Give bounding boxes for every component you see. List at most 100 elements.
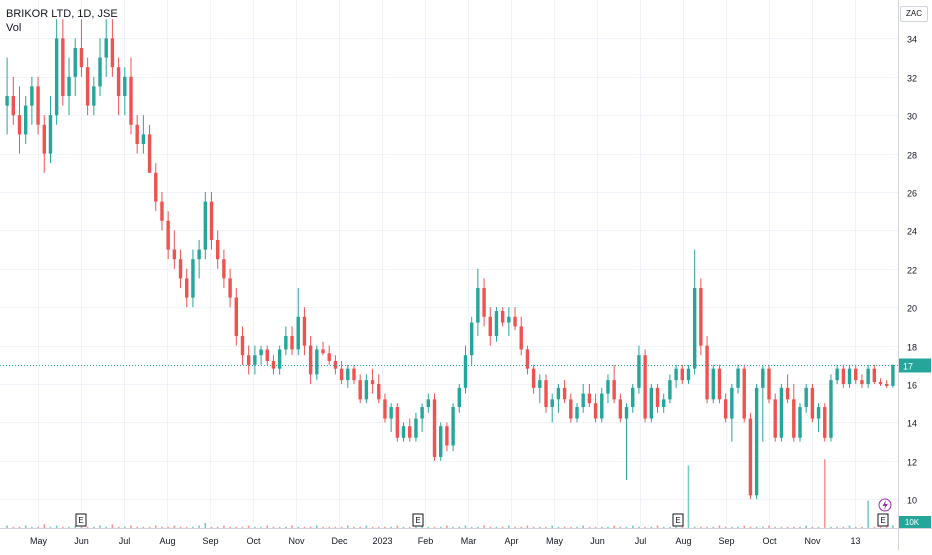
lightning-glyph (882, 500, 888, 510)
candle-body (246, 355, 251, 365)
dividend-lightning-icon[interactable] (878, 498, 892, 512)
volume-bar (780, 526, 783, 528)
candle-body (891, 364, 895, 386)
volume-bar (724, 526, 727, 528)
volume-bar (681, 526, 684, 528)
volume-bar (830, 526, 832, 528)
volume-bar (805, 525, 807, 528)
candle-body (172, 249, 177, 260)
volume-legend-label[interactable]: Vol (6, 22, 22, 34)
volume-bar (173, 525, 176, 528)
candle-body (30, 86, 34, 106)
volume-bar (340, 526, 343, 528)
volume-bar (458, 526, 461, 528)
volume-bar (508, 525, 510, 528)
y-tick-label: 30 (907, 112, 917, 122)
candle-body (432, 399, 437, 457)
candle-body (414, 418, 418, 438)
volume-bar (836, 526, 838, 528)
candle-body (624, 407, 629, 419)
x-tick-label: Apr (504, 536, 518, 546)
candle-body (23, 105, 28, 135)
volume-bar (99, 525, 101, 528)
x-tick-label: Aug (159, 536, 175, 546)
volume-bar (551, 525, 554, 528)
candle-body (550, 399, 554, 408)
volume-bar (638, 526, 640, 528)
symbol-title[interactable]: BRIKOR LTD, 1D, JSE (6, 8, 118, 20)
volume-bar (167, 526, 169, 528)
candle-body (401, 426, 406, 438)
candle-body (457, 387, 461, 408)
volume-bar (148, 526, 151, 528)
volume-bar (811, 526, 814, 528)
candle-body (98, 57, 102, 87)
volume-bar (185, 526, 188, 528)
candle-body (364, 380, 369, 400)
x-tick-label: Oct (762, 536, 777, 546)
candle-body (674, 368, 678, 381)
candle-body (48, 115, 53, 154)
candle-body (370, 380, 375, 384)
candle-body (116, 67, 121, 96)
candle-body (129, 76, 133, 125)
y-tick-label: 34 (907, 35, 917, 45)
volume-bar (31, 526, 33, 528)
candle-body (451, 407, 455, 446)
candle-body (655, 387, 660, 408)
candle-body (531, 368, 536, 388)
last-price-label: 17 (903, 362, 913, 372)
candle-body (259, 349, 263, 356)
candle-body (643, 355, 647, 419)
candle-body (104, 38, 108, 58)
candle-body (408, 426, 412, 438)
candle-body (792, 399, 796, 438)
volume-axis-badge (899, 516, 931, 528)
earnings-marker-icon[interactable]: E (877, 513, 889, 527)
volume-bar (334, 526, 337, 528)
currency-badge[interactable]: ZAC (900, 6, 928, 22)
symbol-legend: BRIKOR LTD, 1D, JSE Vol (6, 7, 118, 35)
earnings-marker-icon[interactable]: E (412, 513, 424, 527)
time-axis[interactable]: May Jun Jul Aug Sep Oct Nov Dec 2023 Feb Mar Apr May… (0, 528, 932, 547)
earnings-marker-icon[interactable]: E (672, 513, 684, 527)
candle-body (11, 96, 15, 116)
candle-body (135, 124, 139, 144)
volume-bar (6, 525, 8, 528)
volume-bar (656, 525, 659, 528)
x-tick-label: May (546, 536, 564, 546)
candle-body (854, 368, 858, 381)
earnings-marker-icon[interactable]: E (75, 513, 87, 527)
candle-body (463, 355, 468, 388)
candle-body (798, 407, 802, 438)
volume-bar (402, 526, 405, 528)
volume-bar (439, 526, 442, 528)
volume-bar (68, 526, 70, 528)
volume-bar (563, 526, 566, 528)
volume-bar (569, 526, 572, 528)
y-tick-label: 20 (907, 304, 917, 314)
candle-body (302, 316, 307, 346)
volume-bar (433, 526, 436, 528)
volume-bar (415, 526, 417, 528)
candle-body (544, 380, 548, 408)
volume-bar (93, 526, 95, 528)
candle-body (277, 349, 282, 369)
volume-bar (421, 525, 423, 528)
price-axis[interactable]: 10 12 14 16 18 20 22 24 26 28 30 32 34 10K (898, 0, 932, 550)
volume-bar (873, 526, 876, 528)
candle-body (178, 259, 183, 279)
volume-bar (762, 526, 764, 528)
volume-bar (204, 523, 207, 528)
x-tick-label: Jul (635, 536, 647, 546)
volume-bar (545, 526, 547, 528)
volume-bar (768, 525, 770, 528)
candle-body (494, 311, 499, 336)
volume-axis-label: 10K (905, 518, 920, 527)
candle-body (308, 345, 313, 375)
volume-bar (278, 526, 281, 528)
candle-body (736, 368, 740, 388)
